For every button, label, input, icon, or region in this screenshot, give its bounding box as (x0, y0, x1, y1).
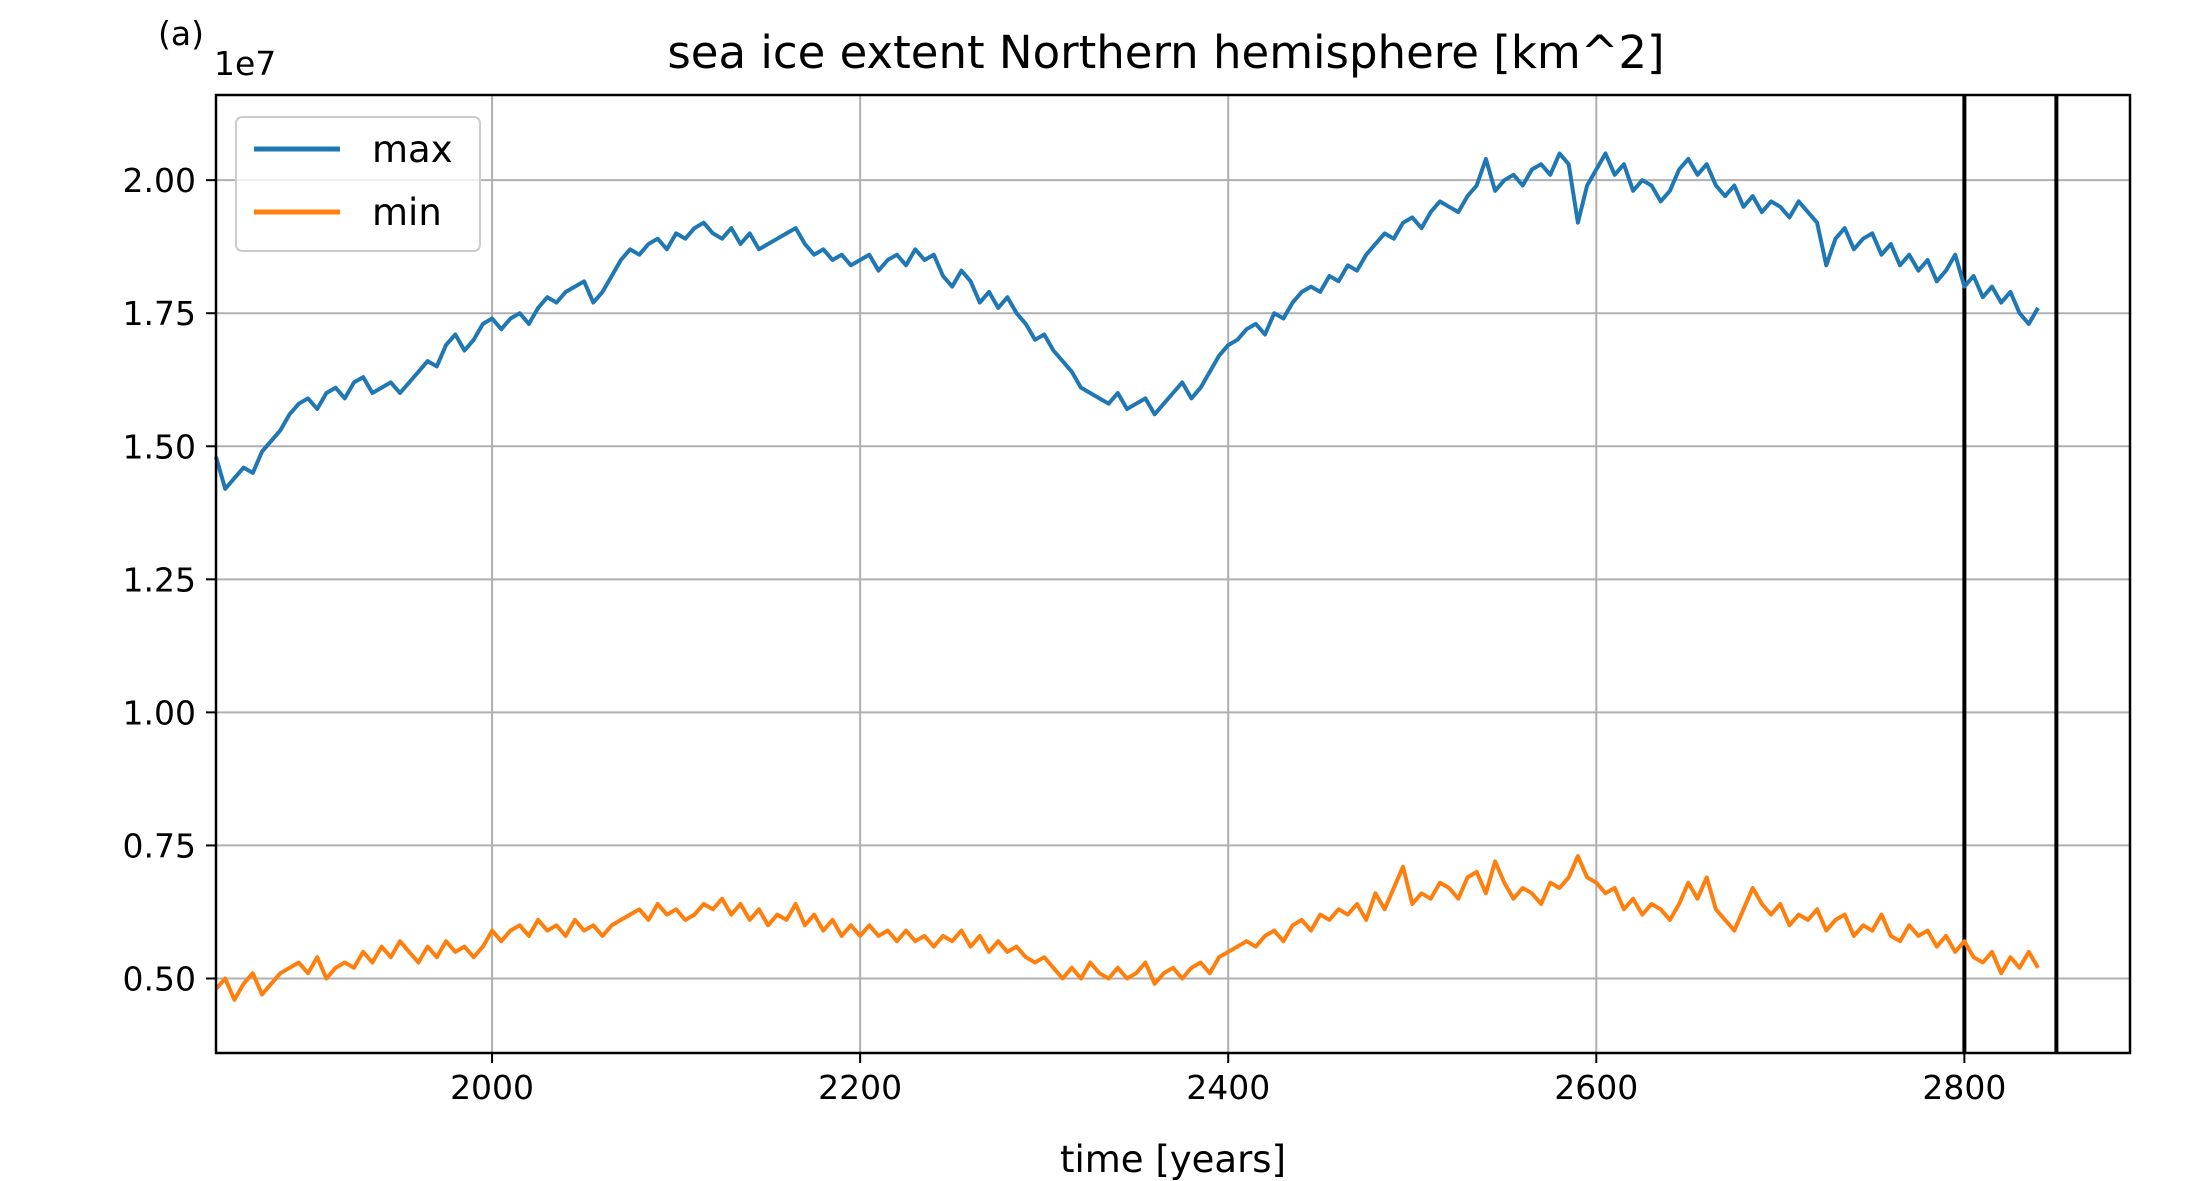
series-lines (214, 151, 2040, 1002)
legend-label-min: min (372, 191, 442, 234)
series-line-min (214, 854, 2040, 1002)
x-axis-label: time [years] (1060, 1138, 1286, 1181)
y-tick-label: 1.25 (123, 560, 196, 599)
chart-title: sea ice extent Northern hemisphere [km^2… (667, 26, 1664, 79)
x-tick-label: 2600 (1554, 1068, 1638, 1107)
panel-label: (a) (158, 14, 204, 53)
plot-frame (214, 93, 2132, 1055)
x-tick-label: 2800 (1922, 1068, 2006, 1107)
x-axis-ticks: 2000 2200 2400 2600 2800 (450, 1053, 2006, 1107)
y-axis-offset-label: 1e7 (214, 44, 276, 83)
y-tick-label: 0.75 (123, 826, 196, 865)
y-tick-label: 2.00 (123, 161, 196, 200)
y-axis-ticks: 0.50 0.75 1.00 1.25 1.50 1.75 2.00 (123, 161, 216, 998)
vertical-markers (1962, 95, 2059, 1053)
legend: max min (235, 116, 481, 252)
x-tick-label: 2000 (450, 1068, 534, 1107)
y-tick-label: 1.00 (123, 693, 196, 732)
legend-label-max: max (372, 128, 453, 171)
y-tick-label: 0.50 (123, 959, 196, 998)
series-line-max (214, 151, 2040, 491)
y-tick-label: 1.75 (123, 294, 196, 333)
x-tick-label: 2200 (818, 1068, 902, 1107)
x-tick-label: 2400 (1186, 1068, 1270, 1107)
y-tick-label: 1.50 (123, 427, 196, 466)
grid (216, 95, 2130, 1053)
